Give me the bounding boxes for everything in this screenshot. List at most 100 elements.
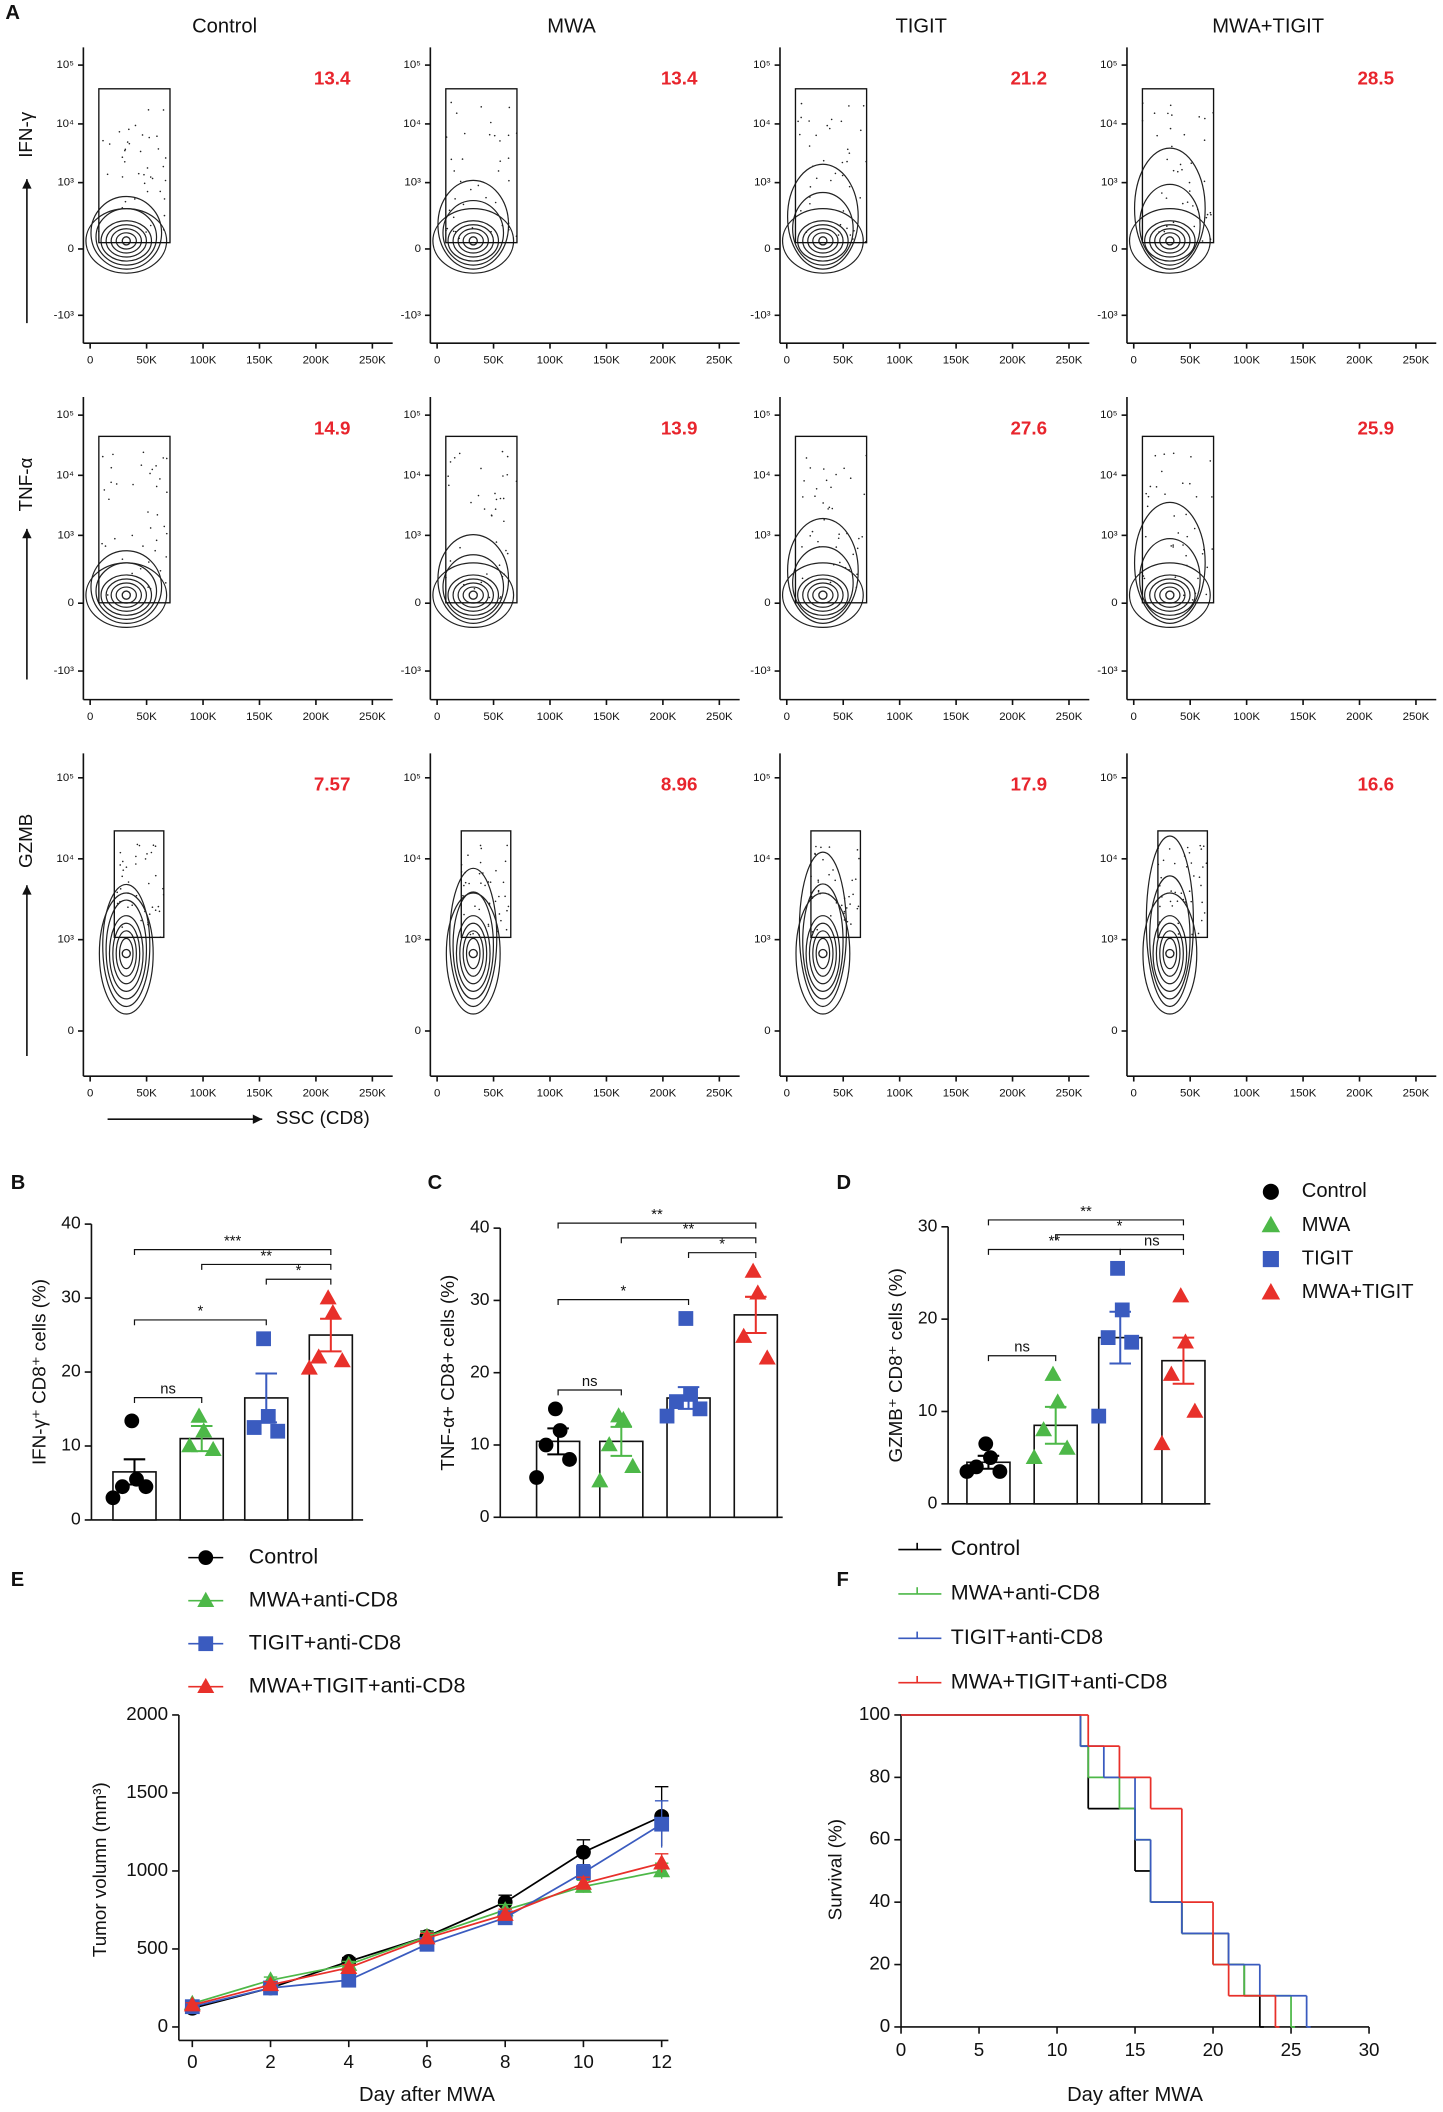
event-dot — [498, 895, 500, 898]
contour — [1133, 147, 1206, 270]
event-dot — [450, 158, 453, 161]
x-tick-label: 200K — [650, 1088, 677, 1100]
x-tick-label: 50K — [1180, 711, 1201, 723]
event-dot — [1188, 851, 1191, 854]
contour — [781, 562, 864, 629]
event-dot — [1203, 139, 1206, 142]
event-dot — [159, 569, 162, 572]
event-dot — [1171, 114, 1173, 116]
contour — [1149, 578, 1191, 612]
event-dot — [1170, 890, 1172, 892]
y-tick-label: 10³ — [1101, 177, 1118, 189]
event-dot — [158, 910, 161, 913]
contour — [462, 232, 484, 250]
y-axis-label: TNF-α+ CD8+ cells (%) — [437, 1275, 458, 1471]
marker — [1100, 1330, 1116, 1346]
event-dot — [103, 489, 106, 491]
event-dot — [446, 227, 449, 230]
significance-bracket — [987, 1355, 1057, 1362]
x-tick-label: 50K — [833, 355, 854, 367]
event-dot — [1179, 163, 1182, 166]
event-dot — [856, 547, 859, 550]
event-dot — [809, 202, 811, 205]
contour — [798, 851, 848, 1008]
marker — [270, 1423, 286, 1439]
y-tick-label: 10⁴ — [56, 469, 74, 481]
y-tick-label: 20 — [61, 1361, 81, 1381]
contour — [457, 582, 489, 608]
y-tick-label: 10³ — [57, 529, 74, 541]
contour — [102, 883, 151, 1008]
event-dot — [453, 456, 456, 459]
event-dot — [1185, 554, 1187, 557]
x-tick-label: 200K — [303, 355, 330, 367]
y-tick-label: 10⁵ — [753, 59, 771, 71]
arrow-head — [252, 1114, 263, 1124]
x-tick-label: 50K — [833, 711, 854, 723]
gate-percentage: 27.6 — [1010, 417, 1047, 438]
contour — [100, 574, 153, 616]
x-tick-label: 0 — [784, 355, 790, 367]
marker — [983, 1450, 998, 1466]
marker — [1091, 1408, 1107, 1424]
contour — [805, 915, 841, 992]
event-dot — [147, 882, 150, 885]
panel-label: F — [836, 1569, 848, 1591]
y-tick-label: 0 — [880, 2015, 890, 2036]
event-dot — [147, 511, 149, 513]
event-dot — [151, 177, 154, 180]
event-dot — [830, 118, 833, 121]
event-dot — [136, 843, 139, 846]
contour — [1162, 937, 1178, 970]
event-dot — [502, 497, 505, 500]
y-tick-label: 10³ — [754, 177, 771, 189]
event-dot — [140, 919, 142, 922]
marker — [1172, 1287, 1190, 1303]
y-axis-label: Tumor volumn (mm³) — [89, 1782, 110, 1957]
event-dot — [121, 558, 124, 560]
event-dot — [147, 109, 150, 111]
event-dot — [808, 120, 810, 122]
gate — [445, 435, 518, 604]
marker — [1153, 1434, 1171, 1451]
contour — [432, 208, 515, 274]
x-tick-label: 10 — [573, 2051, 594, 2072]
contour — [105, 578, 148, 612]
event-dot — [478, 908, 481, 911]
contour — [100, 220, 153, 262]
x-tick-label: 30 — [1359, 2039, 1380, 2060]
bar — [733, 1314, 779, 1519]
contour — [795, 892, 851, 1015]
event-dot — [1163, 230, 1166, 233]
event-dot — [1145, 492, 1147, 495]
arrow-head — [22, 179, 32, 189]
event-dot — [1200, 848, 1203, 850]
significance-label: ** — [683, 1222, 695, 1238]
event-dot — [1188, 190, 1191, 192]
gate — [1157, 830, 1209, 939]
marker — [1058, 1439, 1076, 1455]
y-tick-label: -10³ — [401, 309, 422, 321]
gate — [1141, 435, 1215, 604]
event-dot — [840, 904, 843, 907]
event-dot — [1192, 205, 1194, 207]
event-dot — [480, 581, 483, 584]
event-dot — [1171, 905, 1174, 907]
event-dot — [862, 104, 865, 107]
event-dot — [494, 900, 497, 903]
legend-label: TIGIT+anti-CD8 — [249, 1630, 401, 1654]
y-tick-label: 20 — [470, 1361, 490, 1381]
event-dot — [152, 844, 155, 847]
gate — [460, 830, 512, 939]
event-dot — [101, 542, 103, 545]
contour — [1128, 208, 1211, 274]
contour — [95, 562, 158, 620]
x-tick-label: 250K — [1403, 1088, 1430, 1100]
event-dot — [459, 546, 461, 549]
marker — [340, 1958, 358, 1974]
event-dot — [133, 198, 136, 200]
marker — [735, 1327, 753, 1343]
event-dot — [106, 173, 109, 176]
x-tick-label: 100K — [886, 1088, 913, 1100]
event-dot — [1169, 104, 1172, 107]
